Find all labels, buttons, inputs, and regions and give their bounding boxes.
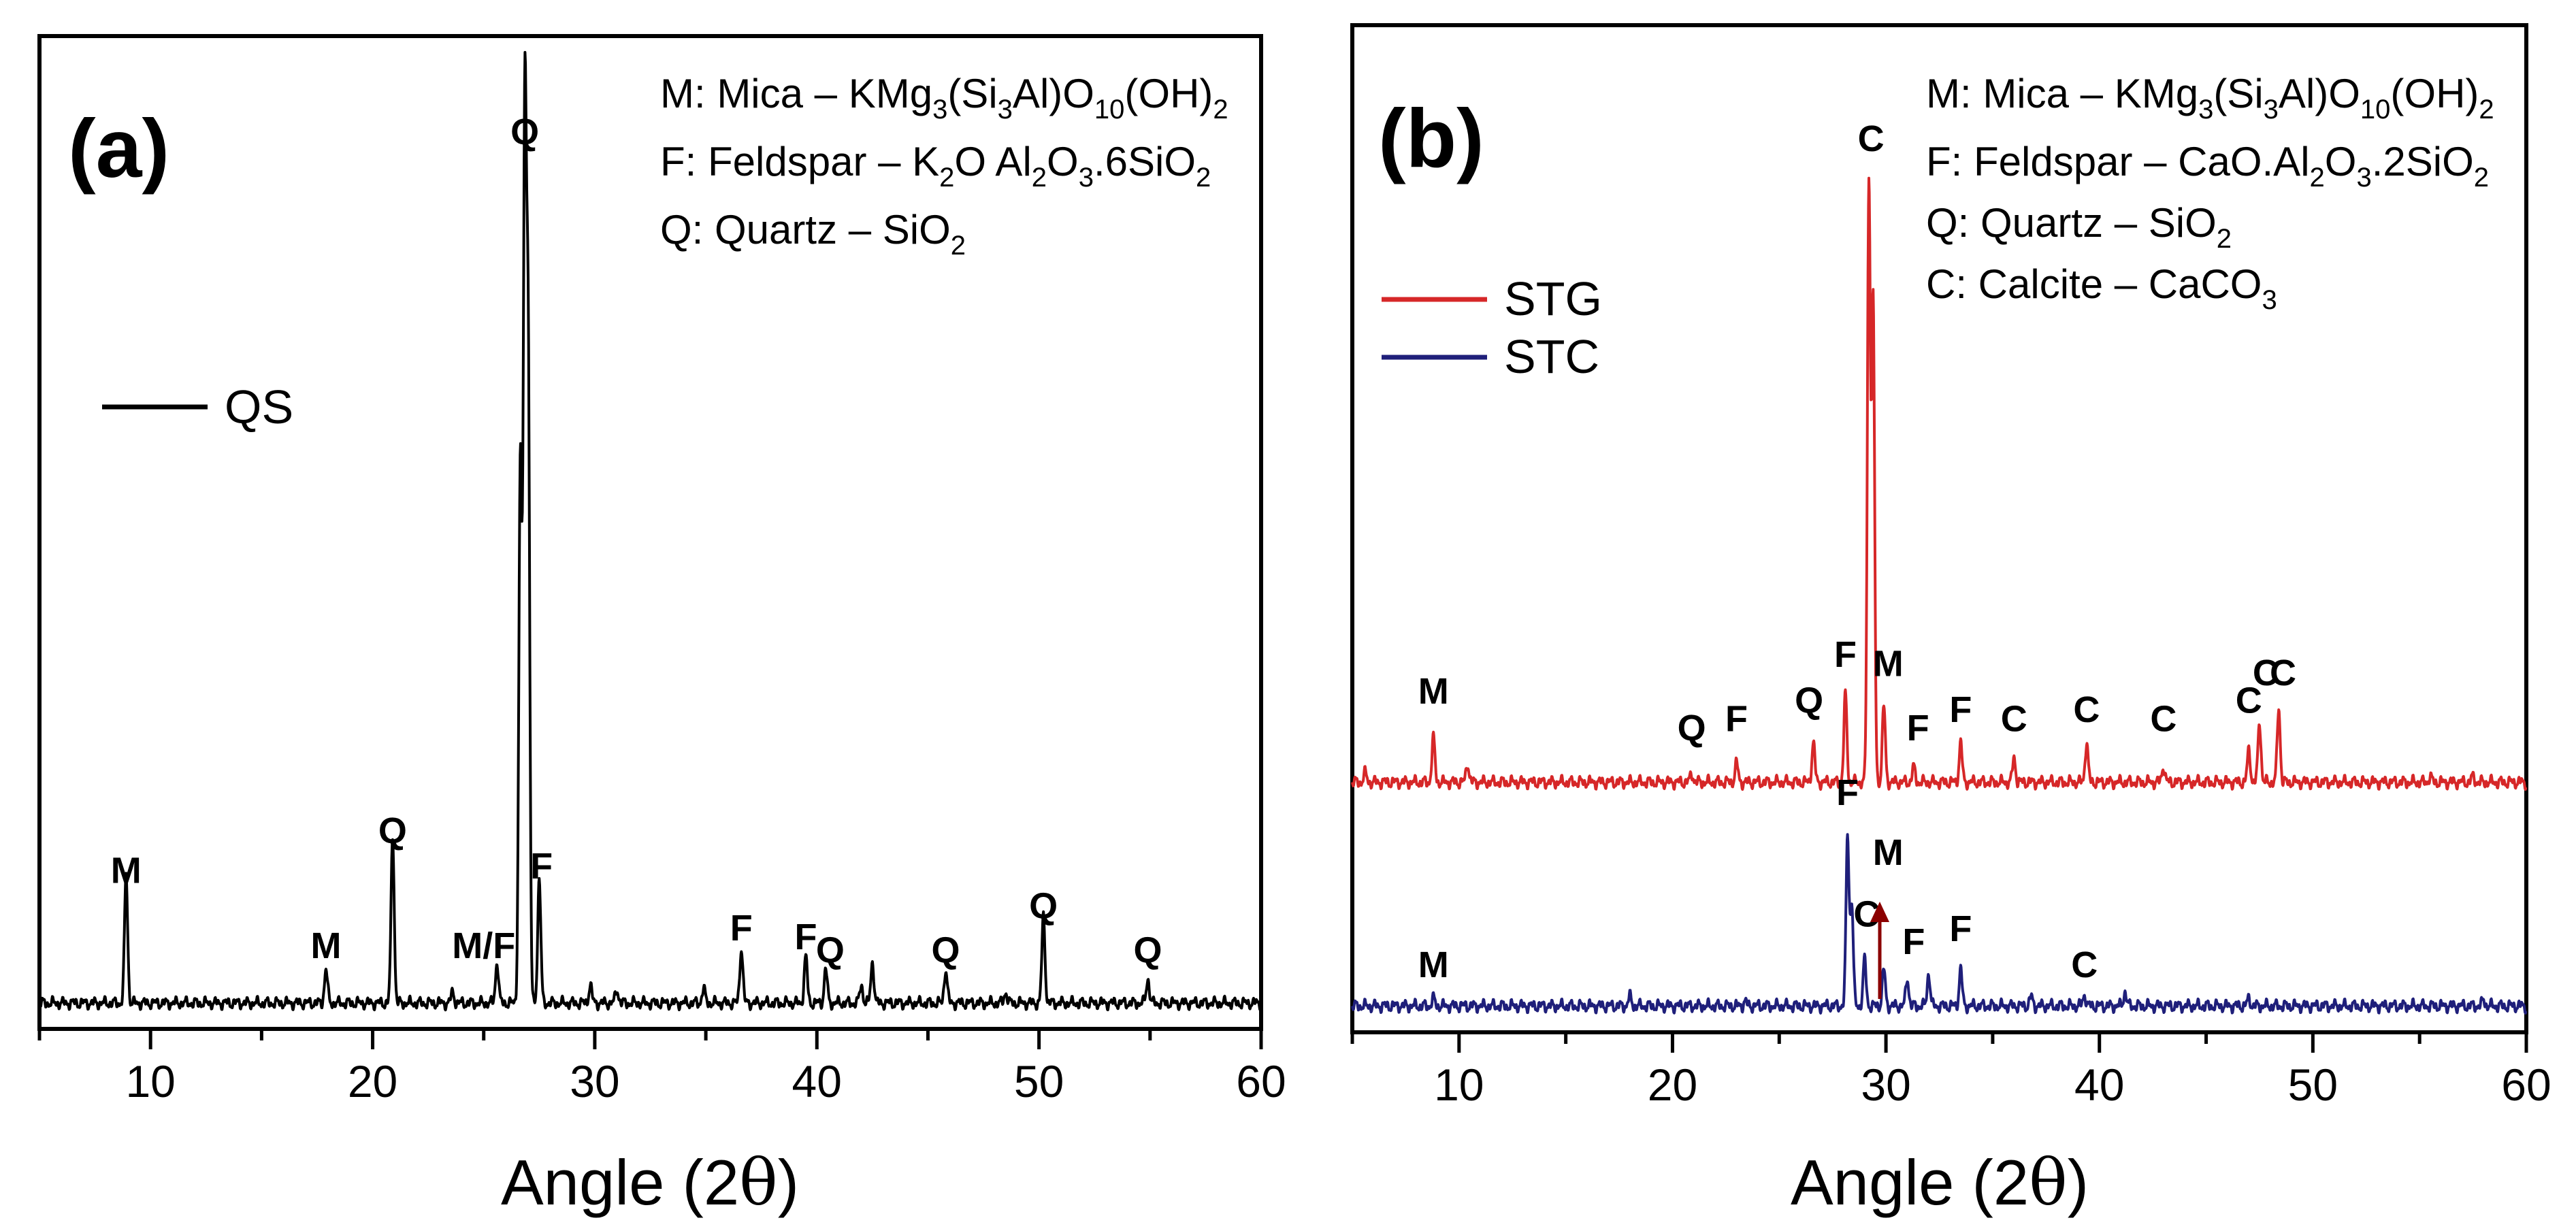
series-line-stg xyxy=(1351,176,2528,791)
peak-label-stg: C xyxy=(1858,118,1885,159)
peak-label-qs: Q xyxy=(816,930,845,971)
x-tick-label: 40 xyxy=(792,1056,842,1106)
peak-label-stg: Q xyxy=(1795,680,1823,721)
peak-label-stg: F xyxy=(1949,689,1972,730)
x-tick-label: 60 xyxy=(1236,1056,1286,1106)
panel-a-mineral-legend: M: Mica – KMg3(Si3Al)O10(OH)2 F: Feldspa… xyxy=(660,71,1228,261)
panel-a-x-axis: 10 20 30 40 50 60 xyxy=(37,1029,1286,1106)
panel-b-mineral-legend: M: Mica – KMg3(Si3Al)O10(OH)2 F: Feldspa… xyxy=(1926,71,2494,315)
peak-label-stc: M xyxy=(1418,945,1449,985)
peak-label-stg: C xyxy=(2073,689,2100,730)
panel-b-series-legend: STG STC xyxy=(1382,272,1602,383)
panel-b: (b) M: Mica – KMg3(Si3Al)O10(OH)2 F: Fel… xyxy=(1350,23,2551,1220)
peak-label-stg: C xyxy=(2150,699,2176,740)
x-tick-label: 50 xyxy=(1014,1056,1064,1106)
panel-a-tag: (a) xyxy=(68,102,169,195)
peak-label-stg: M xyxy=(1873,643,1904,684)
peak-label-qs: M/F xyxy=(452,925,515,966)
peak-label-stc: C xyxy=(2071,945,2098,985)
peak-label-qs: Q xyxy=(1134,930,1162,971)
series-line-qs xyxy=(38,50,1262,1012)
panel-b-x-axis-title: Angle (2θ) xyxy=(1791,1146,2089,1220)
peak-label-stg: F xyxy=(1834,634,1857,675)
x-tick-label: 10 xyxy=(125,1056,175,1106)
peak-label-qs: Q xyxy=(1029,886,1058,927)
peak-label-stg: C xyxy=(2270,653,2296,693)
panel-a-x-axis-title: Angle (2θ) xyxy=(501,1146,799,1220)
peak-label-stg: C xyxy=(2001,699,2027,740)
panel-a-frame xyxy=(37,34,1263,1031)
panel-a: (a) M: Mica – KMg3(Si3Al)O10(OH)2 F: Fel… xyxy=(37,34,1286,1220)
peak-label-qs: Q xyxy=(932,930,960,971)
peak-label-stc: M xyxy=(1873,832,1904,873)
mineral-legend-quartz: Q: Quartz – SiO2 xyxy=(1926,200,2232,254)
x-tick-label: 10 xyxy=(1434,1060,1484,1110)
peak-label-qs: Q xyxy=(510,112,539,152)
peak-label-stg: F xyxy=(1907,708,1929,749)
x-tick-label: 20 xyxy=(1648,1060,1697,1110)
x-tick-label: 30 xyxy=(570,1056,619,1106)
mica-marker-arrowhead xyxy=(1870,902,1889,922)
peak-label-stg: F xyxy=(1725,699,1748,740)
x-tick-label: 40 xyxy=(2074,1060,2124,1110)
peak-label-qs: F xyxy=(730,908,753,949)
peak-label-stg: C xyxy=(2253,653,2279,693)
mineral-legend-mica: M: Mica – KMg3(Si3Al)O10(OH)2 xyxy=(1926,71,2494,125)
mineral-legend-feldspar: F: Feldspar – K2O Al2O3.6SiO2 xyxy=(660,139,1211,193)
panel-b-frame xyxy=(1350,23,2528,1034)
panel-a-series-legend: QS xyxy=(102,380,293,433)
peak-label-qs: Q xyxy=(378,810,407,851)
mineral-legend-feldspar: F: Feldspar – CaO.Al2O3.2SiO2 xyxy=(1926,139,2489,193)
peak-label-stg: C xyxy=(2236,680,2262,721)
legend-label-qs: QS xyxy=(225,380,293,433)
peak-label-stc: F xyxy=(1836,772,1859,813)
x-tick-label: 60 xyxy=(2501,1060,2551,1110)
panel-b-tag: (b) xyxy=(1378,92,1484,184)
peak-label-stc: F xyxy=(1902,921,1925,962)
mineral-legend-calcite: C: Calcite – CaCO3 xyxy=(1926,261,2277,315)
peak-label-qs: F xyxy=(530,846,553,887)
peak-label-qs: F xyxy=(794,917,817,957)
mineral-legend-mica: M: Mica – KMg3(Si3Al)O10(OH)2 xyxy=(660,71,1228,125)
x-tick-label: 50 xyxy=(2288,1060,2338,1110)
x-tick-label: 20 xyxy=(348,1056,397,1106)
peak-label-qs: M xyxy=(311,925,342,966)
x-tick-label: 30 xyxy=(1861,1060,1910,1110)
peak-label-stg: Q xyxy=(1678,708,1706,749)
legend-label-stg: STG xyxy=(1504,272,1602,325)
peak-label-qs: M xyxy=(111,851,142,891)
mineral-legend-quartz: Q: Quartz – SiO2 xyxy=(660,207,966,261)
peak-label-stg: M xyxy=(1418,671,1449,712)
peak-label-stc: F xyxy=(1949,908,1972,949)
series-line-stc xyxy=(1351,833,2528,1015)
legend-label-stc: STC xyxy=(1504,330,1599,383)
panel-b-x-axis: 10 20 30 40 50 60 xyxy=(1350,1032,2551,1110)
